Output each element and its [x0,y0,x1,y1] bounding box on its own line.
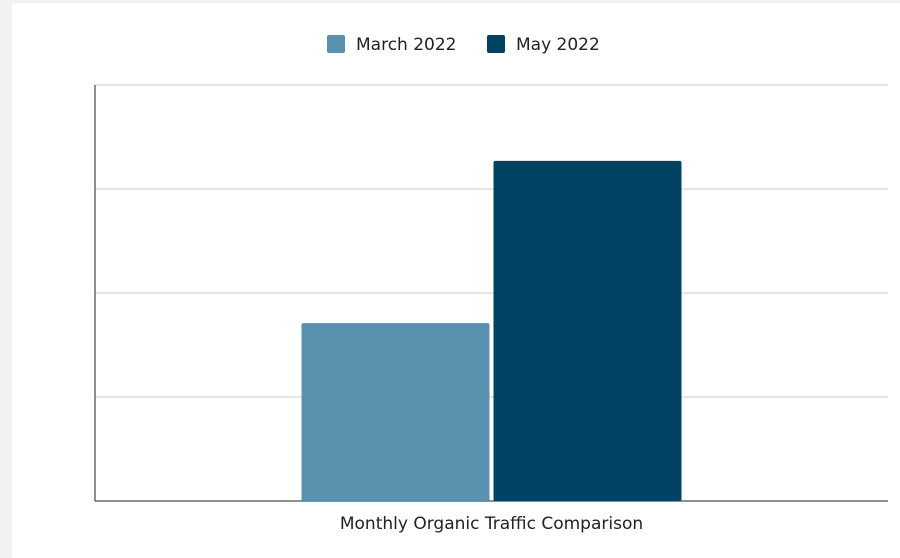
legend-swatch [327,35,345,53]
legend-label: March 2022 [356,35,457,55]
bar [301,323,490,501]
x-tick-label: Monthly Organic Traffic Comparison [340,514,643,534]
bar [493,160,682,502]
legend-swatch [487,35,505,53]
legend-label: May 2022 [516,35,600,55]
